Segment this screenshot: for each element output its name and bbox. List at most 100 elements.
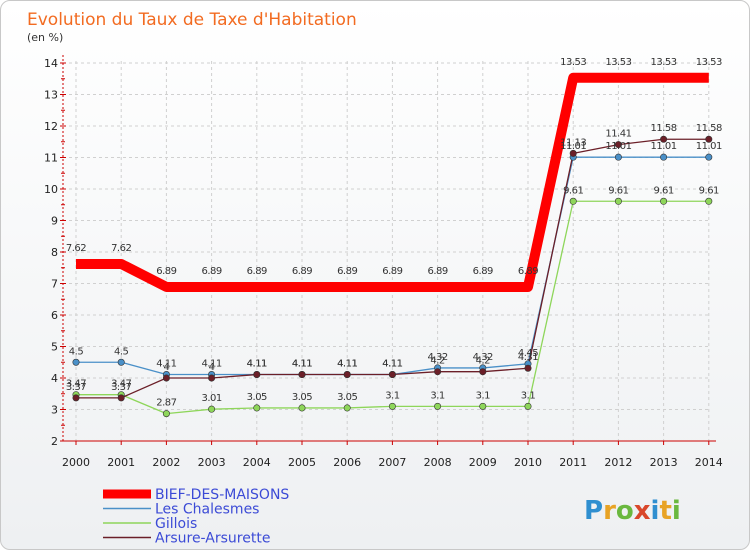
data-label: 4.11 [201, 359, 221, 370]
series-group [72, 72, 713, 418]
data-label: 9.61 [653, 185, 673, 196]
data-label: 6.89 [292, 266, 312, 277]
grid [63, 61, 710, 442]
data-label: 11.41 [605, 129, 631, 140]
data-label: 6.89 [337, 266, 357, 277]
data-point [117, 394, 125, 402]
x-tick-label: 2006 [333, 456, 361, 469]
data-label: 13.53 [696, 57, 722, 68]
data-label: 4.5 [69, 346, 84, 357]
data-label: 3.37 [111, 382, 131, 393]
data-label: 3.47 [66, 379, 86, 390]
data-labels: 7.62 7.62 6.89 6.89 6.89 6.89 6.89 6.89 6.89 6.89… [66, 57, 723, 409]
data-point [614, 153, 622, 161]
y-tick-label: 8 [51, 246, 58, 259]
x-tick-label: 2012 [604, 456, 632, 469]
data-label: 4.11 [337, 359, 357, 370]
data-point [253, 404, 261, 412]
x-tick-label: 2008 [424, 456, 452, 469]
data-label: 4.2 [476, 356, 491, 367]
data-point [524, 364, 532, 372]
data-label: 3.05 [337, 392, 357, 403]
data-point [479, 368, 487, 376]
x-tick-label: 2009 [469, 456, 497, 469]
data-point [117, 358, 125, 366]
data-label: 4.11 [156, 359, 176, 370]
data-label: 4.32 [473, 352, 493, 363]
x-tick-label: 2004 [243, 456, 271, 469]
data-point [72, 358, 80, 366]
data-label: 4 [163, 362, 169, 373]
x-tick-label: 2014 [695, 456, 723, 469]
data-point [705, 135, 713, 143]
y-tick-label: 6 [51, 309, 58, 322]
data-point [434, 402, 442, 410]
x-tick-label: 2000 [62, 456, 90, 469]
y-tick-label: 3 [51, 404, 58, 417]
legend-label: Les Chalesmes [155, 502, 259, 518]
data-point [614, 141, 622, 149]
data-label: 6.89 [156, 266, 176, 277]
data-label: 11.01 [560, 141, 586, 152]
data-point [298, 371, 306, 379]
data-label: 11.13 [560, 137, 586, 148]
data-point [72, 394, 80, 402]
data-point [388, 402, 396, 410]
x-tick-label: 2001 [107, 456, 135, 469]
data-label: 4.11 [382, 359, 402, 370]
data-label: 13.53 [605, 57, 631, 68]
data-label: 4.11 [382, 359, 402, 370]
data-label: 11.01 [651, 141, 677, 152]
chart-title: Evolution du Taux de Taxe d'Habitation [27, 10, 357, 30]
x-tick-label: 2003 [198, 456, 226, 469]
data-label: 9.61 [699, 185, 719, 196]
data-point [660, 135, 668, 143]
y-tick-label: 4 [51, 372, 58, 385]
data-label: 3.1 [385, 390, 400, 401]
data-point [705, 197, 713, 205]
data-label: 3.47 [111, 379, 131, 390]
data-label: 6.89 [427, 266, 447, 277]
data-point [660, 153, 668, 161]
data-label: 3.1 [521, 390, 536, 401]
data-label: 3.37 [66, 382, 86, 393]
data-point [343, 371, 351, 379]
data-point [162, 410, 170, 418]
data-point [253, 371, 261, 379]
data-label: 6.89 [201, 266, 221, 277]
data-point [162, 374, 170, 382]
data-label: 4.45 [518, 348, 538, 359]
data-point [660, 197, 668, 205]
data-label: 6.89 [382, 266, 402, 277]
data-label: 6.89 [247, 266, 267, 277]
data-point [343, 404, 351, 412]
data-label: 9.61 [608, 185, 628, 196]
data-label: 11.01 [696, 141, 722, 152]
data-label: 11.58 [696, 123, 722, 134]
data-point [569, 149, 577, 157]
data-label: 3.05 [292, 392, 312, 403]
data-label: 9.61 [563, 185, 583, 196]
data-label: 2.87 [156, 398, 176, 409]
data-point [569, 197, 577, 205]
y-tick-label: 7 [51, 278, 58, 291]
data-label: 4 [209, 362, 215, 373]
x-tick-label: 2002 [152, 456, 180, 469]
data-label: 7.62 [66, 243, 86, 254]
data-label: 7.62 [111, 243, 131, 254]
data-point [388, 371, 396, 379]
y-tick-label: 9 [51, 215, 58, 228]
data-label: 3.05 [247, 392, 267, 403]
axes: 2 3 4 5 6 7 8 9 10 11 12 13 14 2000 2001 2002 2003 2004 20… [44, 55, 723, 469]
data-point [208, 405, 216, 413]
x-tick-label: 2013 [650, 456, 678, 469]
data-point [524, 402, 532, 410]
y-tick-label: 14 [44, 57, 58, 70]
data-label: 3.1 [476, 390, 491, 401]
data-label: 4.5 [114, 346, 129, 357]
data-point [479, 402, 487, 410]
data-point [434, 368, 442, 376]
